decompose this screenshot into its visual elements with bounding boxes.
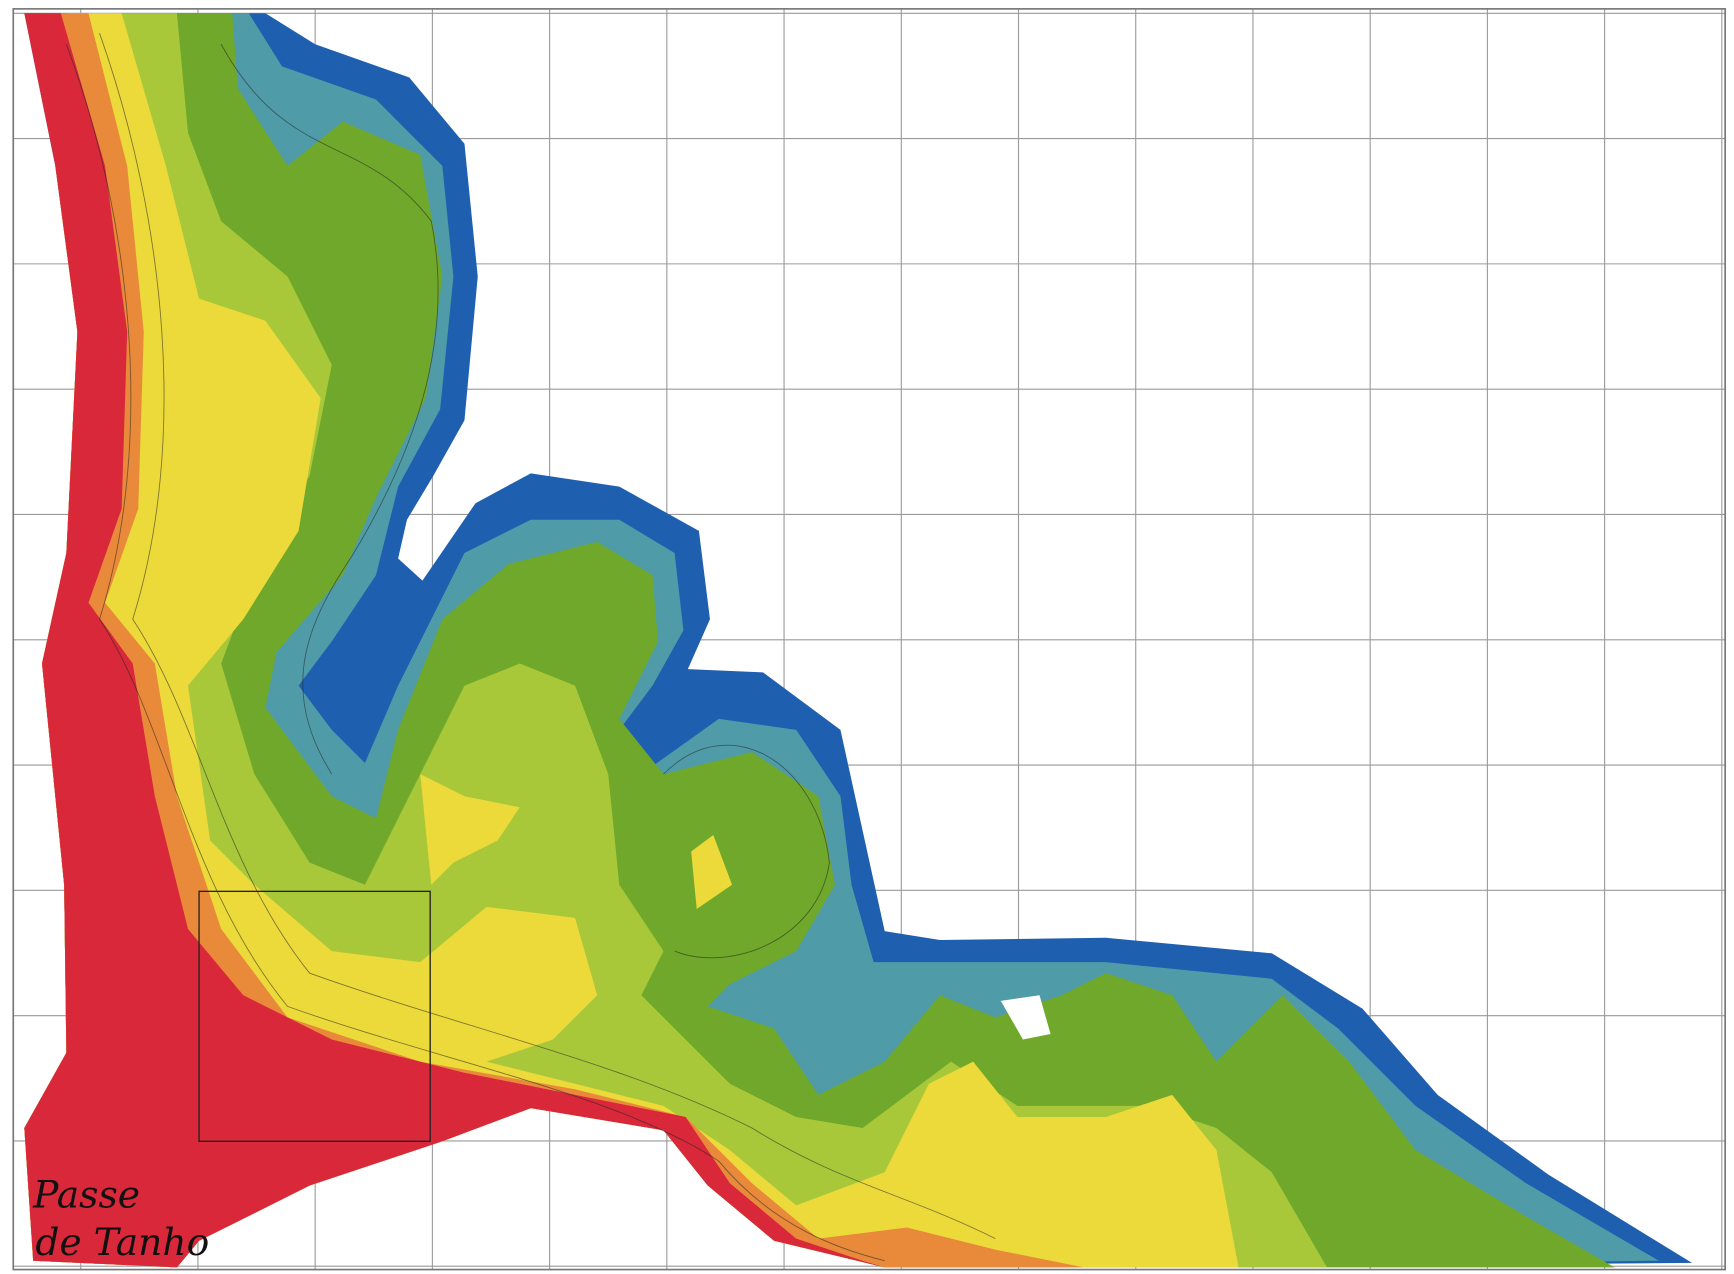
place-label: de Tanho	[35, 1220, 209, 1264]
bathymetric-map: Passe de Tanho	[0, 0, 1734, 1274]
place-label: Passe	[32, 1173, 140, 1217]
